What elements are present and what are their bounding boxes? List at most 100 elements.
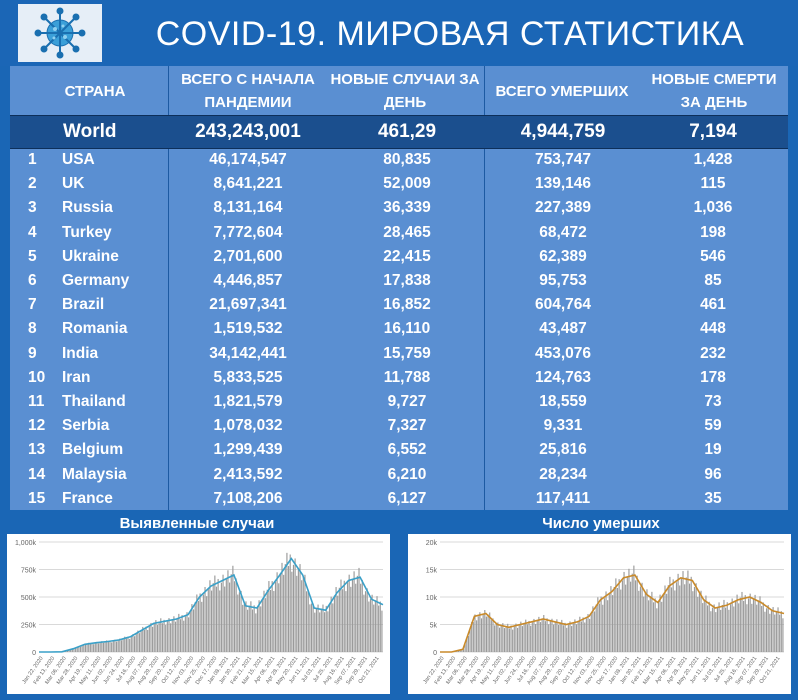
bar (633, 565, 635, 652)
bar (122, 638, 124, 652)
bar (381, 610, 383, 652)
bar (315, 608, 317, 652)
bar (497, 622, 499, 652)
bar (564, 622, 566, 652)
rank-cell: 15 (28, 489, 46, 507)
bar (196, 594, 198, 652)
bar (127, 636, 129, 652)
y-tick-label: 500k (21, 595, 37, 602)
world-new-deaths: 7,194 (689, 121, 737, 142)
new-cases-cell: 15,759 (383, 344, 431, 362)
bar (656, 608, 658, 652)
table-row: 5 Ukraine 2,701,600 22,415 62,389 546 (10, 245, 788, 269)
bar (117, 640, 119, 652)
y-tick-label: 0 (433, 650, 437, 657)
bar (631, 573, 633, 652)
y-tick-label: 10k (426, 595, 438, 602)
bar (358, 567, 360, 652)
new-deaths-cell: 73 (704, 393, 722, 410)
bar (710, 611, 712, 652)
bar (106, 640, 108, 652)
new-deaths-cell: 546 (700, 247, 726, 265)
bar (752, 599, 755, 652)
bar (484, 610, 486, 652)
total-deaths-cell: 139,146 (534, 175, 592, 193)
bar (582, 617, 584, 652)
bar (559, 622, 561, 652)
bar (73, 648, 75, 652)
bar (248, 605, 250, 652)
bar (702, 603, 704, 652)
bar (88, 642, 90, 652)
bar (728, 609, 730, 652)
bar (330, 596, 332, 652)
bar (459, 650, 461, 652)
y-tick-label: 0 (32, 650, 36, 657)
bar (634, 580, 637, 652)
bar (261, 598, 263, 652)
bar (156, 624, 159, 652)
bar (761, 606, 763, 652)
bar (623, 571, 625, 652)
bar (222, 574, 224, 652)
bar (165, 624, 167, 652)
bar (333, 595, 336, 652)
bar (556, 619, 558, 652)
bar (335, 587, 337, 652)
bar (600, 596, 602, 652)
total-cases-cell: 46,174,547 (209, 151, 287, 168)
bar (589, 618, 591, 652)
bar (181, 615, 183, 652)
bar (469, 629, 471, 652)
bar (114, 639, 116, 652)
bar (502, 623, 504, 653)
total-deaths-cell: 95,753 (539, 272, 587, 289)
bar (101, 641, 103, 652)
total-cases-cell: 21,697,341 (209, 296, 287, 314)
table-row: 13 Belgium 1,299,439 6,552 25,816 19 (10, 438, 788, 462)
bar (278, 583, 280, 652)
bar (726, 602, 728, 652)
country-cell: UK (62, 175, 85, 193)
bar (212, 583, 214, 652)
bar (161, 623, 164, 652)
table-row: 2 UK 8,641,221 52,009 139,146 115 (10, 172, 788, 196)
bar (548, 624, 550, 652)
bar (487, 614, 489, 652)
table-row: 12 Serbia 1,078,032 7,327 9,331 59 (10, 414, 788, 438)
bar (466, 638, 468, 652)
new-deaths-cell: 85 (704, 272, 722, 289)
bar (209, 580, 211, 652)
new-cases-cell: 16,110 (383, 320, 431, 338)
new-deaths-cell: 232 (700, 344, 726, 362)
bar (247, 609, 249, 652)
bar (762, 602, 764, 652)
bar (179, 619, 182, 652)
bar (314, 612, 316, 652)
country-cell: France (62, 489, 113, 507)
bar (531, 622, 533, 652)
bar (779, 614, 781, 652)
bar (310, 603, 313, 652)
bar (613, 586, 615, 652)
bar (664, 585, 666, 652)
bar (350, 586, 352, 652)
bar (695, 583, 697, 652)
bar (94, 643, 96, 652)
bar (346, 582, 349, 652)
bar (480, 618, 483, 652)
bar (78, 646, 80, 652)
bar (363, 594, 365, 652)
bar (603, 598, 605, 652)
bar (373, 604, 375, 652)
new-cases-cell: 52,009 (383, 175, 431, 193)
bar (731, 598, 733, 652)
bar (256, 607, 259, 652)
bar (713, 604, 715, 652)
bar (250, 601, 252, 652)
world-total: 243,243,001 (195, 121, 301, 142)
country-cell: India (62, 344, 99, 362)
bar (587, 614, 589, 652)
bar (91, 642, 93, 652)
bar (698, 593, 700, 652)
